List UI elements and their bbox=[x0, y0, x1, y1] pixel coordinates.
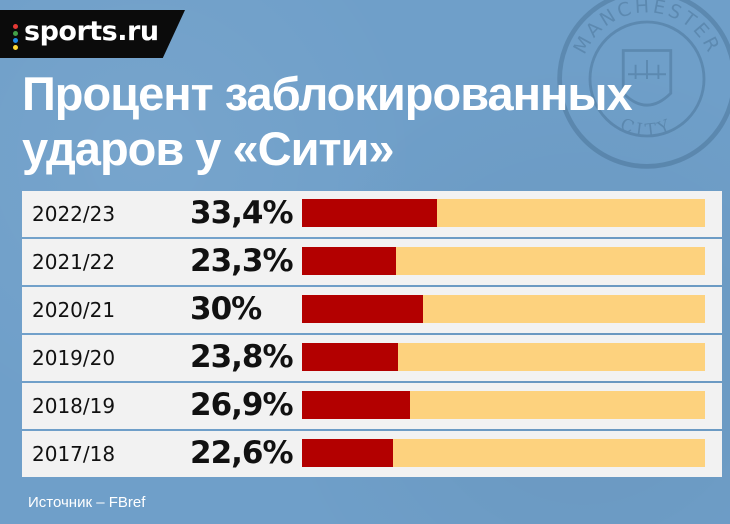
value-label: 23,3% bbox=[190, 243, 294, 279]
value-label: 23,8% bbox=[190, 339, 294, 375]
chart-row: 2020/21 30% bbox=[22, 287, 722, 333]
bar-fill bbox=[302, 199, 437, 227]
source-note: Источник – FBref bbox=[28, 494, 146, 511]
bar-fill bbox=[302, 391, 411, 419]
value-label: 26,9% bbox=[190, 387, 294, 423]
bar-track bbox=[302, 199, 705, 227]
man-city-crest-icon: MANCHESTER CITY bbox=[557, 0, 730, 169]
chart-row: 2017/18 22,6% bbox=[22, 431, 722, 477]
bar-track bbox=[302, 391, 705, 419]
season-label: 2017/18 bbox=[32, 442, 116, 466]
title-line-1: Процент заблокированных bbox=[22, 67, 633, 120]
page-title: Процент заблокированных ударов у «Сити» bbox=[22, 66, 662, 176]
bar-track bbox=[302, 247, 705, 275]
chart-row: 2022/23 33,4% bbox=[22, 191, 722, 237]
chart-row: 2019/20 23,8% bbox=[22, 335, 722, 381]
value-label: 30% bbox=[190, 291, 262, 327]
bar-track bbox=[302, 439, 705, 467]
value-label: 33,4% bbox=[190, 195, 294, 231]
bar-fill bbox=[302, 343, 398, 371]
season-label: 2020/21 bbox=[32, 298, 116, 322]
season-label: 2019/20 bbox=[32, 346, 116, 370]
value-label: 22,6% bbox=[190, 435, 294, 471]
bar-fill bbox=[302, 295, 423, 323]
season-label: 2018/19 bbox=[32, 394, 116, 418]
sports-ru-logo[interactable]: sports.ru bbox=[0, 10, 185, 58]
title-line-2: ударов у «Сити» bbox=[22, 122, 395, 175]
logo-dots-icon bbox=[13, 24, 18, 52]
bar-fill bbox=[302, 439, 394, 467]
logo-text: sports.ru bbox=[24, 16, 159, 47]
bar-track bbox=[302, 343, 705, 371]
bar-fill bbox=[302, 247, 396, 275]
season-label: 2021/22 bbox=[32, 250, 116, 274]
season-label: 2022/23 bbox=[32, 202, 116, 226]
chart-row: 2021/22 23,3% bbox=[22, 239, 722, 285]
bar-track bbox=[302, 295, 705, 323]
chart-row: 2018/19 26,9% bbox=[22, 383, 722, 429]
